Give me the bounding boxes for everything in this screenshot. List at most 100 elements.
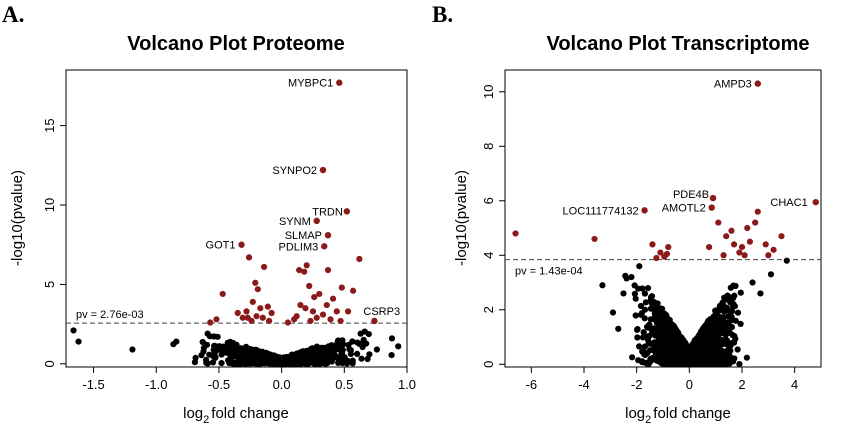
significant-point (344, 308, 352, 315)
significant-point (728, 227, 735, 234)
data-point (669, 345, 677, 352)
data-point (357, 330, 364, 337)
data-point (704, 322, 711, 329)
data-point (211, 349, 218, 357)
significant-point (313, 314, 320, 321)
data-point (373, 346, 381, 353)
data-point (218, 360, 225, 367)
y-tick-label: 0 (481, 361, 496, 368)
data-point (349, 360, 356, 367)
significant-point (649, 241, 656, 248)
data-point (719, 299, 726, 306)
data-point (388, 335, 396, 342)
y-tick-label: 6 (481, 197, 496, 204)
significant-point (234, 309, 241, 317)
gene-label-amotl2: AMOTL2 (662, 203, 706, 215)
significant-point (260, 263, 268, 271)
data-point (737, 320, 744, 327)
data-point (200, 344, 208, 352)
significant-point (754, 208, 761, 215)
significant-point (306, 282, 313, 290)
data-point (727, 322, 734, 330)
x-axis-ticks-transcriptome: -6 -4 -2 0 2 4 (526, 367, 798, 392)
data-point (283, 360, 290, 367)
data-point (344, 358, 352, 365)
data-point (388, 352, 395, 359)
data-point (229, 360, 236, 367)
data-point (653, 318, 660, 325)
data-point (728, 313, 735, 321)
data-point (272, 359, 279, 366)
data-point (654, 306, 661, 313)
data-point (734, 346, 741, 353)
data-point (718, 361, 726, 368)
data-point (308, 353, 315, 360)
y-tick-label: 5 (42, 281, 57, 288)
y-tick-label: 0 (42, 360, 57, 367)
data-point (335, 359, 342, 366)
data-point (644, 285, 652, 292)
significant-point (329, 295, 337, 302)
data-point (322, 354, 329, 361)
data-point (654, 356, 661, 363)
significant-point (257, 305, 264, 312)
data-point (218, 345, 225, 353)
significant-point (213, 316, 220, 323)
y-tick-label: 10 (481, 85, 496, 99)
significant-point (744, 224, 751, 232)
threshold-label: pv = 1.43e-04 (515, 266, 583, 278)
highlighted-point-chac1 (812, 198, 819, 206)
chart-title-transcriptome: Volcano Plot Transcriptome (546, 33, 809, 55)
data-point (321, 359, 328, 366)
data-point (609, 309, 617, 316)
significant-point (762, 241, 769, 248)
significant-point (338, 284, 345, 291)
data-point (636, 263, 643, 270)
data-point (715, 312, 722, 320)
data-point (233, 341, 240, 348)
data-point (354, 350, 361, 357)
data-point (288, 353, 295, 360)
significant-point (303, 262, 310, 269)
data-point (234, 348, 241, 355)
x-axis-label-transcriptome: log2 fold change (625, 405, 731, 426)
x-axis-label-proteome: log2 fold change (183, 405, 289, 426)
y-axis-ticks-proteome: 0 5 10 15 (42, 118, 66, 367)
data-point (696, 354, 703, 361)
data-point (642, 299, 650, 306)
significant-point (752, 219, 759, 226)
significant-point (327, 316, 334, 323)
gene-label-chac1: CHAC1 (770, 197, 807, 209)
significant-point (738, 244, 746, 251)
data-point (317, 350, 324, 357)
plot-frame-transcriptome (504, 69, 822, 368)
x-tick-label: 0.5 (335, 377, 353, 392)
data-point (349, 338, 356, 345)
data-point (599, 282, 606, 289)
data-point (634, 326, 641, 333)
data-point (757, 290, 764, 297)
x-tick-label: -0.5 (208, 377, 230, 392)
data-point (634, 334, 641, 341)
significant-point (319, 311, 327, 318)
points-transcriptome (512, 80, 819, 368)
data-point (647, 294, 655, 301)
data-point (255, 354, 262, 361)
highlighted-point-slmap (324, 231, 332, 239)
data-point (623, 275, 630, 282)
significant-point (741, 252, 748, 259)
data-point (710, 325, 718, 332)
points-proteome (70, 79, 402, 367)
significant-point (720, 252, 727, 259)
data-point (711, 359, 718, 367)
data-point (244, 347, 251, 354)
data-point (720, 307, 727, 314)
data-point (736, 361, 743, 368)
data-point (620, 290, 627, 297)
y-axis-label-proteome: -log10(pvalue) (9, 170, 26, 266)
panel-transcriptome: B. Volcano Plot Transcriptome pv = 1.43e… (432, 2, 822, 426)
panel-label-b: B. (432, 2, 453, 27)
data-point (651, 330, 659, 337)
y-tick-label: 15 (42, 118, 57, 132)
